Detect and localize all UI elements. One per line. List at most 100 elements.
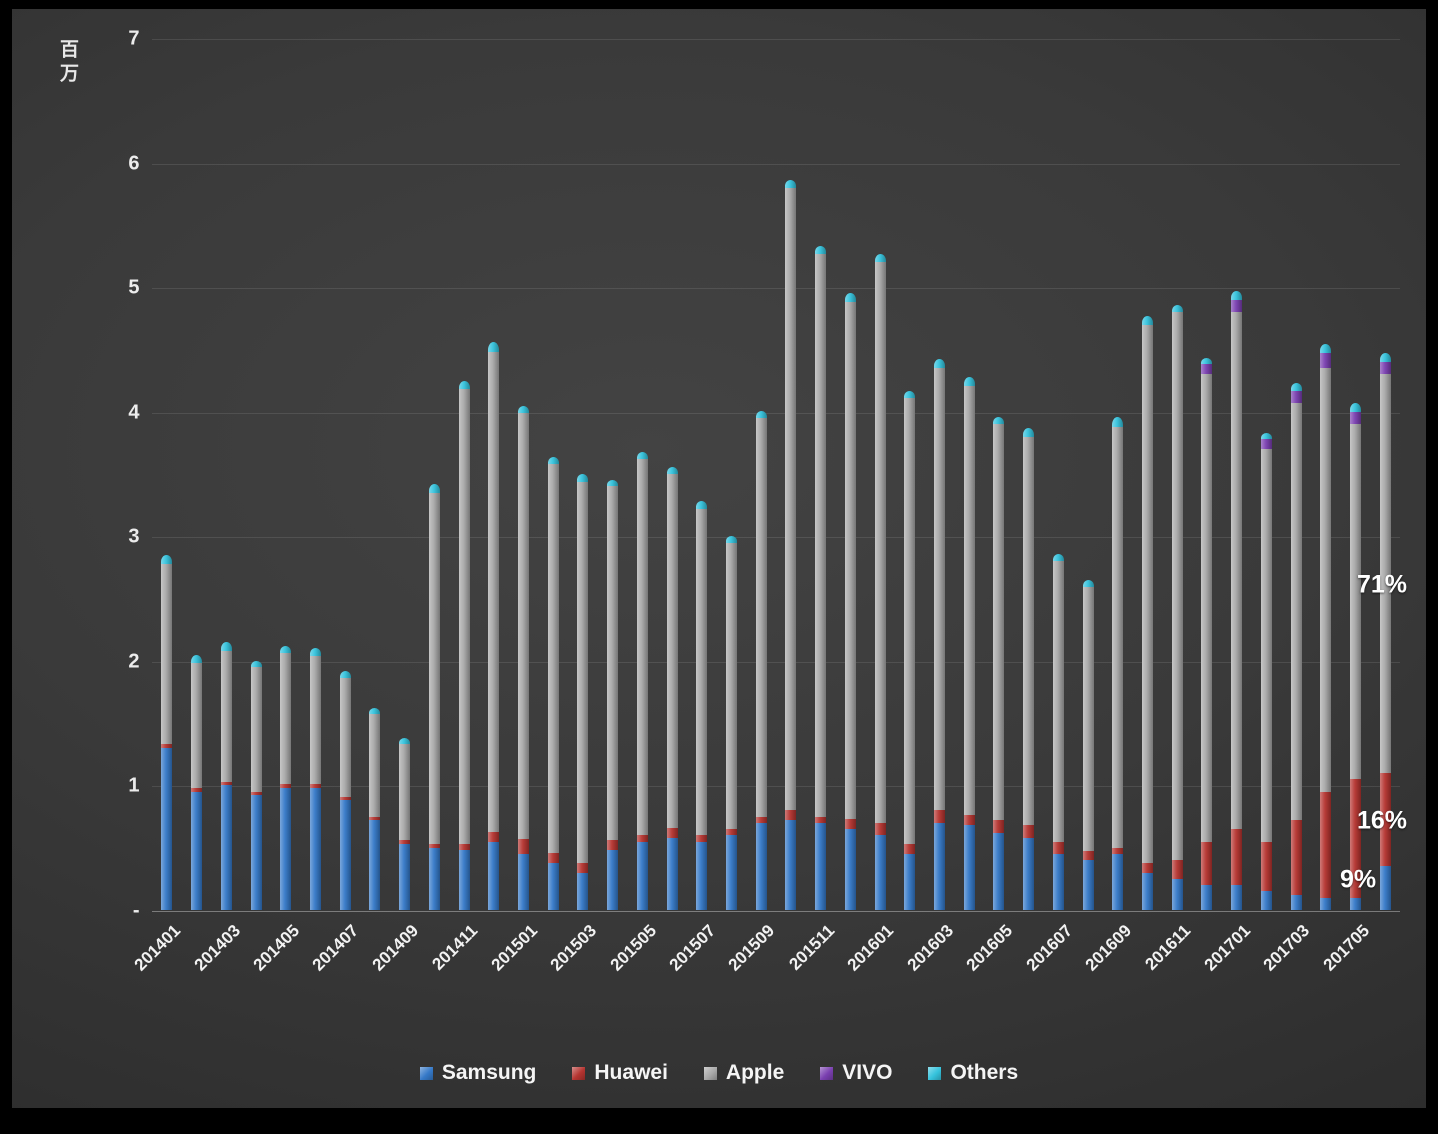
bar-segment-apple bbox=[696, 508, 708, 836]
bar-segment-apple bbox=[1082, 587, 1094, 852]
bar-segment-huawei bbox=[220, 781, 232, 786]
bar-segment-samsung bbox=[1052, 853, 1064, 910]
bar-segment-huawei bbox=[933, 810, 945, 823]
bar-segment-huawei bbox=[963, 815, 975, 826]
bar-segment-apple bbox=[428, 492, 440, 844]
y-tick-label: 4 bbox=[128, 401, 140, 424]
bar-segment-others bbox=[844, 293, 856, 303]
bar-segment-samsung bbox=[1023, 837, 1035, 910]
legend-item-huawei: Huawei bbox=[572, 1061, 668, 1085]
gridline bbox=[152, 412, 1400, 414]
bar-segment-others bbox=[874, 253, 886, 263]
legend-label: Huawei bbox=[594, 1061, 668, 1084]
bar-segment-others bbox=[963, 376, 975, 386]
stacked-bar bbox=[844, 293, 856, 910]
y-tick-label: 3 bbox=[128, 525, 140, 548]
bar-segment-apple bbox=[1320, 368, 1332, 792]
bar-segment-apple bbox=[488, 351, 500, 832]
bar-segment-others bbox=[1023, 427, 1035, 437]
bar-segment-others bbox=[1052, 553, 1064, 562]
stacked-bar bbox=[755, 410, 767, 910]
x-tick-label: 201509 bbox=[725, 921, 779, 975]
bar-segment-apple bbox=[191, 663, 203, 788]
plot-area: -1 2 3 4 5 6 7 201401 201403 201405 201407 201409 20… bbox=[128, 28, 1407, 975]
x-tick-label: 201703 bbox=[1259, 921, 1314, 975]
stacked-bar bbox=[1023, 427, 1035, 910]
x-tick-label: 201401 bbox=[130, 921, 185, 975]
bar-segment-others bbox=[161, 554, 173, 564]
bar-segment-samsung bbox=[161, 748, 173, 910]
x-tick-label: 201511 bbox=[785, 921, 839, 974]
bar-segment-samsung bbox=[1290, 895, 1302, 910]
bar-segment-apple bbox=[1349, 424, 1361, 780]
bar-segment-samsung bbox=[1349, 897, 1361, 910]
bar-segment-apple bbox=[1023, 436, 1035, 826]
bar-segment-samsung bbox=[933, 822, 945, 910]
bar-segment-others bbox=[309, 648, 321, 656]
bar-segment-apple bbox=[399, 744, 411, 841]
bar-segment-others bbox=[577, 474, 589, 482]
stacked-bar bbox=[220, 642, 232, 910]
stacked-bar bbox=[1379, 353, 1391, 910]
bar-segment-huawei bbox=[1231, 829, 1243, 886]
bar-segment-huawei bbox=[1379, 772, 1391, 867]
bar-segment-samsung bbox=[250, 795, 262, 910]
stacked-bar bbox=[725, 536, 737, 910]
x-tick-label: 201601 bbox=[843, 921, 898, 975]
bar-segment-huawei bbox=[458, 844, 470, 851]
stacked-bar bbox=[1112, 416, 1124, 910]
bar-segment-huawei bbox=[577, 862, 589, 873]
bar-segment-others bbox=[1231, 290, 1243, 300]
stacked-bar bbox=[963, 376, 975, 910]
x-tick-label: 201403 bbox=[190, 921, 244, 975]
bar-segment-apple bbox=[904, 398, 916, 844]
bar-segment-huawei bbox=[607, 840, 619, 851]
stacked-bar bbox=[874, 253, 886, 910]
bar-segment-apple bbox=[369, 714, 381, 817]
legend-label: Samsung bbox=[441, 1061, 537, 1084]
bar-segment-huawei bbox=[339, 796, 351, 801]
bar-segment-apple bbox=[1141, 324, 1153, 863]
stacked-bar bbox=[607, 480, 619, 910]
stacked-bar bbox=[428, 483, 440, 910]
bar-segment-huawei bbox=[250, 791, 262, 796]
bar-segment-huawei bbox=[1082, 851, 1094, 861]
y-tick-label: 1 bbox=[128, 774, 140, 797]
bar-segment-huawei bbox=[517, 839, 529, 854]
bar-segment-apple bbox=[933, 368, 945, 811]
stacked-bar bbox=[1141, 315, 1153, 910]
bar-segment-apple bbox=[607, 486, 619, 841]
annotation: 16% bbox=[1357, 806, 1408, 835]
bar-segment-huawei bbox=[1112, 847, 1124, 854]
bar-segment-huawei bbox=[904, 844, 916, 854]
bar-segment-samsung bbox=[1201, 885, 1213, 910]
bar-segment-samsung bbox=[1260, 891, 1272, 910]
stacked-bar bbox=[161, 554, 173, 910]
gridline bbox=[152, 39, 1400, 40]
stacked-bar bbox=[1201, 358, 1213, 910]
bar-segment-samsung bbox=[547, 862, 559, 910]
bar-segment-others bbox=[517, 405, 529, 413]
bar-segment-others bbox=[636, 451, 648, 460]
bar-segment-huawei bbox=[369, 816, 381, 821]
x-tick-label: 201405 bbox=[249, 921, 304, 975]
bar-segment-others bbox=[547, 456, 559, 465]
bar-segment-others bbox=[428, 483, 440, 493]
x-tick-label: 201407 bbox=[309, 921, 363, 975]
bar-segment-apple bbox=[339, 678, 351, 797]
bar-segment-huawei bbox=[1023, 825, 1035, 838]
stacked-bar bbox=[547, 456, 559, 910]
bar-segment-samsung bbox=[607, 850, 619, 910]
legend-label: Apple bbox=[725, 1061, 785, 1084]
bar-segment-others bbox=[1201, 358, 1213, 365]
bar-segment-vivo bbox=[1290, 390, 1302, 404]
bar-segment-others bbox=[1379, 353, 1391, 362]
bar-segment-samsung bbox=[844, 829, 856, 910]
y-tick-label: 5 bbox=[128, 276, 140, 299]
x-tick-label: 201501 bbox=[487, 921, 541, 975]
bar-segment-huawei bbox=[755, 816, 767, 823]
bar-segment-apple bbox=[547, 464, 559, 853]
bar-segment-others bbox=[220, 642, 232, 651]
stacked-bar bbox=[666, 466, 678, 910]
